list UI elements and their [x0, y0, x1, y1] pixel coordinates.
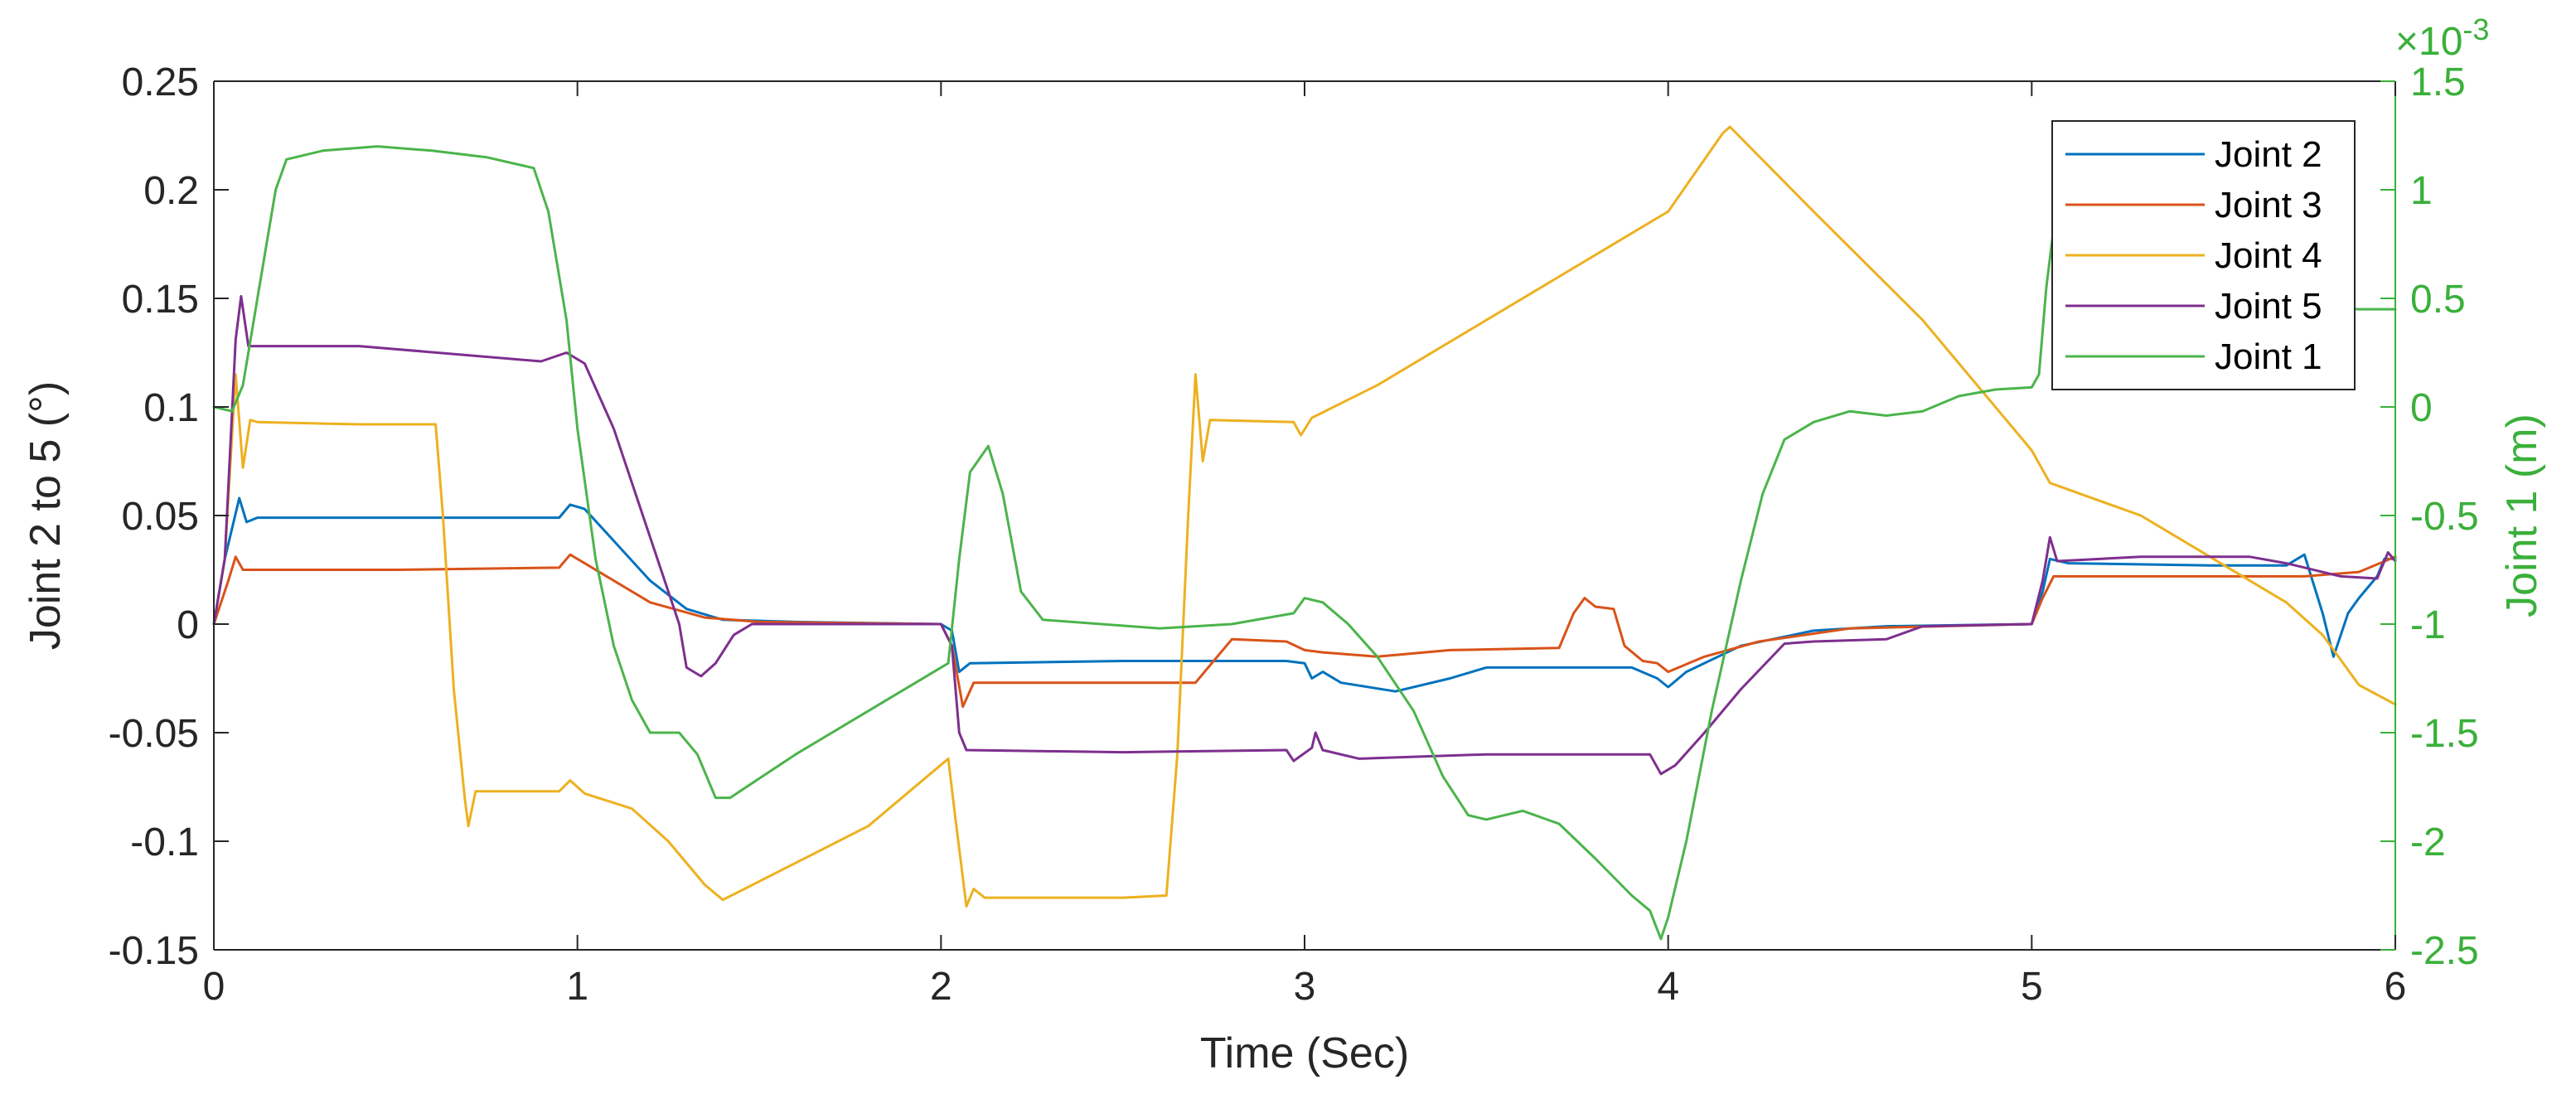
series-line-joint-2	[212, 496, 2397, 693]
y-tick-label: -0.05	[109, 712, 199, 756]
series-line-joint-3	[212, 553, 2397, 709]
x-tick-label: 6	[2385, 965, 2407, 1009]
plot-area	[214, 81, 2395, 950]
y2-axis-title: Joint 1 (m)	[2498, 414, 2546, 617]
y2-tick-label: -1.5	[2410, 712, 2479, 756]
y2-tick-label: 0.5	[2410, 278, 2466, 322]
y2-exponent-base: ×10	[2395, 20, 2462, 64]
y2-exponent-power: -3	[2462, 12, 2489, 46]
y2-tick-label: -2	[2410, 821, 2446, 864]
y-tick-label: -0.1	[130, 821, 199, 864]
series-line-joint-5	[212, 294, 2397, 776]
y-tick-label: 0	[177, 603, 199, 647]
x-tick-label: 4	[1657, 965, 1679, 1009]
y-tick-label: 0.15	[122, 278, 199, 322]
y2-tick-label: 1.5	[2410, 61, 2466, 104]
legend-label-joint-4: Joint 4	[2215, 235, 2322, 276]
y2-tick-label: -2.5	[2410, 929, 2479, 973]
y2-tick-label: 0	[2410, 386, 2433, 430]
series-line-joint-1	[212, 145, 2397, 941]
y-tick-label: -0.15	[109, 929, 199, 973]
legend-label-joint-1: Joint 1	[2215, 336, 2322, 377]
legend-items: Joint 2 Joint 3 Joint 4 Joint 5 Joint 1	[2065, 134, 2322, 377]
x-tick-label: 1	[566, 965, 588, 1009]
x-axis-title: Time (Sec)	[1200, 1029, 1409, 1077]
y2-tick-label: 1	[2410, 169, 2433, 213]
y-axis-title: Joint 2 to 5 (°)	[22, 381, 70, 650]
y-tick-label: 0.05	[122, 495, 199, 539]
y-tick-label: 0.1	[143, 386, 199, 430]
y2-tick-label: -1	[2410, 603, 2446, 647]
y2-exponent-label: ×10-3	[2395, 12, 2489, 64]
series-line-joint-4	[212, 125, 2397, 908]
y2-tick-label: -0.5	[2410, 495, 2479, 539]
x-tick-label: 0	[203, 965, 225, 1009]
x-tick-label: 3	[1294, 965, 1316, 1009]
legend-label-joint-2: Joint 2	[2215, 134, 2322, 175]
legend-label-joint-5: Joint 5	[2215, 286, 2322, 327]
legend: Joint 2 Joint 3 Joint 4 Joint 5 Joint 1	[2051, 120, 2356, 390]
series-layer	[212, 125, 2397, 941]
legend-label-joint-3: Joint 3	[2215, 185, 2322, 225]
ticks: 0 1 2 3 4 5 6 0.25 0.2 0.15 0.1 0.05 0 -0.05 -0.1 -0.15…	[109, 61, 2479, 1009]
x-tick-label: 5	[2021, 965, 2043, 1009]
y-tick-label: 0.25	[122, 61, 199, 104]
x-tick-label: 2	[930, 965, 952, 1009]
svg-text:×10-3: ×10-3	[2395, 12, 2489, 64]
y-tick-label: 0.2	[143, 169, 199, 213]
